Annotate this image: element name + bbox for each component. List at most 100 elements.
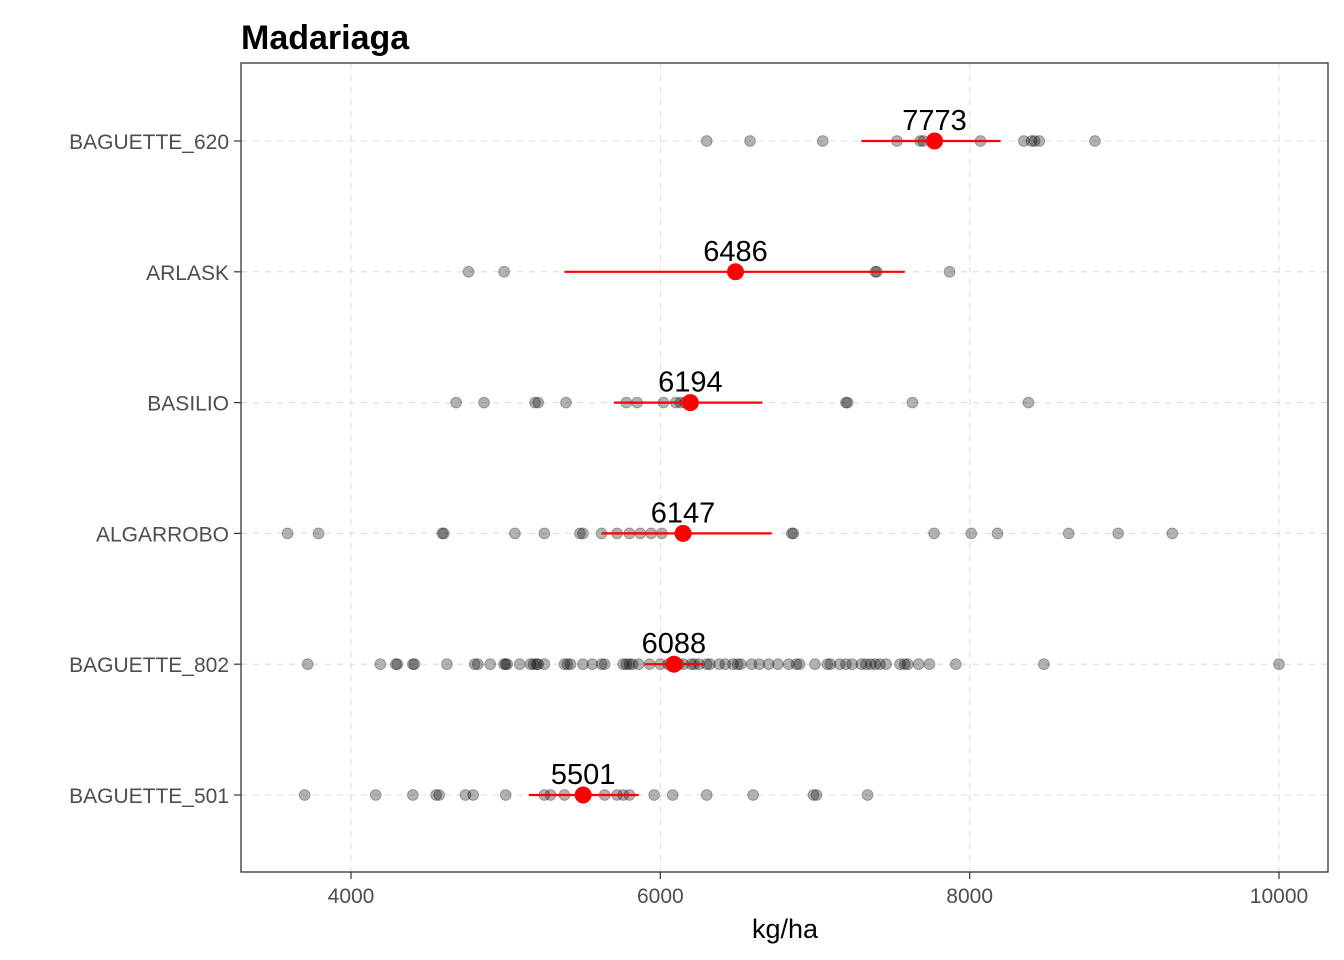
data-point bbox=[408, 658, 421, 671]
data-point bbox=[369, 789, 382, 801]
data-point bbox=[560, 396, 572, 409]
data-point bbox=[484, 658, 497, 671]
data-point bbox=[433, 789, 446, 801]
x-tick-label: 10000 bbox=[1250, 885, 1308, 908]
mean-value-label: 5501 bbox=[551, 759, 616, 791]
data-point bbox=[753, 658, 766, 671]
data-point bbox=[595, 658, 608, 671]
data-point bbox=[731, 658, 744, 671]
data-point bbox=[901, 658, 914, 671]
data-point bbox=[861, 789, 874, 801]
data-point bbox=[846, 658, 859, 671]
mean-value-label: 6088 bbox=[642, 628, 707, 660]
data-point bbox=[1038, 658, 1050, 671]
data-point bbox=[793, 658, 806, 671]
data-point bbox=[840, 396, 852, 409]
x-axis-title: kg/ha bbox=[752, 914, 819, 944]
mean-value-label: 6147 bbox=[651, 497, 716, 529]
data-point bbox=[532, 658, 545, 671]
data-point bbox=[1025, 135, 1038, 147]
data-point bbox=[406, 789, 419, 801]
y-axis: BAGUETTE_620 ARLASK BASILIO ALGARROBO BAGUET… bbox=[69, 131, 241, 808]
data-point bbox=[281, 527, 294, 540]
data-point bbox=[912, 658, 925, 671]
data-point bbox=[1089, 135, 1101, 147]
chart-title: Madariaga bbox=[241, 19, 410, 57]
data-point bbox=[558, 658, 571, 671]
data-point bbox=[564, 658, 577, 671]
data-point bbox=[810, 789, 823, 801]
data-point bbox=[840, 658, 852, 671]
data-point bbox=[816, 135, 829, 147]
x-axis: 4000 6000 8000 10000 bbox=[328, 872, 1308, 908]
mean-point bbox=[665, 655, 683, 673]
data-point bbox=[498, 265, 511, 278]
data-point bbox=[648, 789, 661, 801]
data-point bbox=[626, 658, 639, 671]
data-point bbox=[298, 789, 311, 801]
data-point bbox=[462, 265, 475, 278]
data-point bbox=[864, 658, 877, 671]
data-point bbox=[991, 527, 1004, 540]
data-point bbox=[923, 658, 936, 671]
data-point bbox=[821, 658, 834, 671]
data-point bbox=[1273, 658, 1285, 671]
mean-markers bbox=[574, 132, 944, 804]
x-tick-label: 8000 bbox=[946, 885, 993, 908]
data-point bbox=[782, 658, 795, 671]
data-point bbox=[1033, 135, 1046, 147]
mean-value-label: 6486 bbox=[703, 236, 768, 268]
data-point bbox=[501, 658, 514, 671]
data-point bbox=[771, 658, 784, 671]
data-point bbox=[430, 789, 442, 801]
y-tick-label: BAGUETTE_620 bbox=[69, 131, 229, 154]
data-point bbox=[1022, 396, 1035, 409]
data-point bbox=[374, 658, 387, 671]
data-point bbox=[527, 658, 540, 671]
mean-labels: 7773 6486 6194 6147 6088 5501 bbox=[551, 105, 967, 791]
data-point bbox=[747, 789, 760, 801]
data-point bbox=[467, 789, 480, 801]
mean-value-label: 7773 bbox=[902, 105, 967, 137]
x-tick-label: 4000 bbox=[328, 885, 375, 908]
data-point bbox=[762, 658, 775, 671]
data-point bbox=[586, 658, 599, 671]
data-point bbox=[498, 658, 511, 671]
data-point bbox=[787, 527, 800, 540]
data-point bbox=[471, 658, 484, 671]
data-point bbox=[312, 527, 325, 540]
data-point bbox=[530, 658, 543, 671]
data-point bbox=[406, 658, 419, 671]
data-point bbox=[1112, 527, 1125, 540]
data-point bbox=[824, 658, 837, 671]
data-point bbox=[620, 658, 633, 671]
data-point bbox=[713, 658, 726, 671]
data-point bbox=[598, 658, 611, 671]
y-tick-label: ARLASK bbox=[146, 262, 229, 285]
data-point bbox=[727, 658, 739, 671]
data-point bbox=[436, 527, 449, 540]
data-point bbox=[529, 396, 541, 409]
data-point bbox=[450, 396, 463, 409]
data-point bbox=[440, 658, 453, 671]
mean-point bbox=[681, 394, 699, 412]
data-point bbox=[841, 396, 854, 409]
data-point bbox=[437, 527, 450, 540]
data-point bbox=[389, 658, 402, 671]
plot-panel-border bbox=[240, 62, 1329, 873]
data-point bbox=[906, 396, 919, 409]
mean-point bbox=[674, 524, 692, 542]
data-point bbox=[833, 658, 846, 671]
data-point bbox=[880, 658, 893, 671]
data-point bbox=[1017, 135, 1030, 147]
data-point bbox=[617, 658, 630, 671]
x-tick-label: 6000 bbox=[637, 885, 684, 908]
y-tick-label: BAGUETTE_802 bbox=[69, 654, 229, 677]
y-tick-label: BAGUETTE_501 bbox=[69, 785, 229, 808]
mean-value-label: 6194 bbox=[658, 367, 723, 399]
data-point bbox=[524, 658, 537, 671]
data-point bbox=[391, 658, 404, 671]
data-point bbox=[301, 658, 314, 671]
data-point bbox=[719, 658, 732, 671]
data-point bbox=[860, 658, 872, 671]
